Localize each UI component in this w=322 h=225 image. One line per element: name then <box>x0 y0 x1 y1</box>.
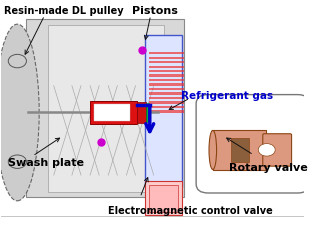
Bar <box>149 92 184 94</box>
Bar <box>149 74 184 77</box>
Bar <box>149 52 184 54</box>
Ellipse shape <box>209 130 217 169</box>
Bar <box>149 97 184 99</box>
FancyBboxPatch shape <box>263 134 292 166</box>
Bar <box>149 106 184 108</box>
Bar <box>145 181 183 215</box>
Bar <box>149 83 184 86</box>
Text: Electromagnetic control valve: Electromagnetic control valve <box>108 206 273 216</box>
Circle shape <box>258 144 275 156</box>
Text: Refrigerant gas: Refrigerant gas <box>181 91 273 101</box>
Bar <box>149 70 184 72</box>
Bar <box>231 138 249 162</box>
Ellipse shape <box>0 24 39 201</box>
Bar <box>149 61 184 63</box>
Bar <box>213 130 266 169</box>
Bar <box>149 101 184 104</box>
Bar <box>146 103 149 122</box>
Text: Rotary valve: Rotary valve <box>230 163 308 173</box>
Bar <box>149 185 178 212</box>
Bar <box>149 79 184 81</box>
Text: Pistons: Pistons <box>132 6 178 16</box>
Bar <box>149 88 184 90</box>
Bar <box>149 65 184 68</box>
Bar <box>26 19 184 198</box>
Bar <box>48 25 164 192</box>
Bar <box>145 35 183 187</box>
Bar <box>94 104 130 121</box>
Bar <box>149 57 184 59</box>
Bar <box>137 102 147 123</box>
Text: Swash plate: Swash plate <box>8 158 84 168</box>
FancyBboxPatch shape <box>196 94 310 193</box>
Bar <box>90 101 137 124</box>
Bar <box>149 110 184 112</box>
Text: Resin-made DL pulley: Resin-made DL pulley <box>4 6 123 16</box>
